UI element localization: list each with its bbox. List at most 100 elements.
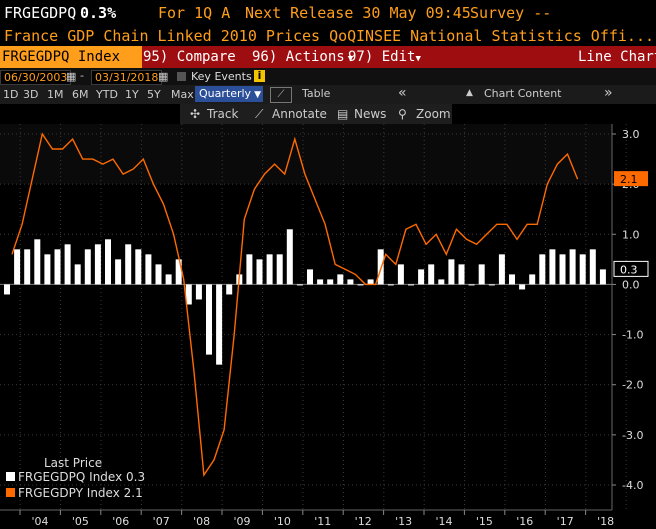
y-tick-label: -1.0 (622, 329, 643, 342)
legend-swatch (6, 472, 15, 481)
bar (448, 259, 455, 285)
range-button[interactable]: 1D (3, 88, 19, 101)
range-button[interactable]: 6M (72, 88, 89, 101)
view-label[interactable]: Line Chart (578, 49, 656, 65)
chevron-down-icon: ▼ (347, 54, 354, 64)
zoom-icon: ⚲ (398, 107, 407, 121)
bar (125, 244, 132, 285)
bar (246, 254, 253, 285)
key-events-label: Key Events (191, 70, 252, 83)
last-value: 0.3% (80, 4, 117, 22)
bar (74, 264, 81, 285)
bar (115, 259, 122, 285)
x-tick-label: '04 (31, 515, 48, 528)
key-events-checkbox[interactable] (177, 72, 186, 81)
actions-button[interactable]: 96) Actions ▼ (252, 46, 353, 68)
bar (195, 284, 202, 300)
bar (266, 254, 273, 285)
bar (94, 244, 101, 285)
y-tick-label: -4.0 (622, 479, 643, 492)
chevron-down-icon: ▼ (415, 54, 421, 64)
source: INSEE National Statistics Offi... (356, 27, 655, 45)
bar (84, 249, 91, 285)
actions-label: 96) Actions (252, 49, 345, 65)
bar (165, 274, 172, 285)
x-tick-label: '06 (112, 515, 129, 528)
last-line-label: 2.1 (620, 173, 638, 186)
bar (408, 284, 414, 286)
bar (529, 274, 536, 285)
bar (296, 284, 303, 286)
last-bar-label: 0.3 (620, 263, 638, 276)
compare-button[interactable]: 95) Compare (143, 49, 236, 65)
description-row: France GDP Chain Linked 2010 Prices QoQ … (0, 26, 656, 46)
range-button[interactable]: 1Y (125, 88, 139, 101)
ticker: FRGEGDPQ (4, 4, 77, 22)
annotate-icon: ⟋ (255, 107, 264, 121)
start-date-field[interactable]: 06/30/2003 (0, 70, 72, 85)
table-button[interactable]: Table (302, 87, 331, 100)
bar (256, 259, 263, 285)
bar (317, 279, 324, 285)
bar (357, 284, 364, 286)
description: France GDP Chain Linked 2010 Prices QoQ (4, 27, 357, 45)
bar (307, 269, 313, 285)
annotate-button[interactable]: Annotate (272, 107, 327, 121)
info-icon[interactable]: i (254, 70, 265, 82)
legend-label: FRGEGDPQ Index 0.3 (18, 470, 146, 484)
function-toolbar: FRGEGDPQ Index 95) Compare 96) Actions ▼ … (0, 46, 656, 68)
bar (276, 254, 283, 285)
x-axis-band (0, 510, 656, 529)
survey: Survey -- (470, 4, 552, 22)
end-date-field[interactable]: 03/31/2018 (91, 70, 163, 85)
bar (327, 279, 334, 285)
bar (599, 269, 606, 285)
frequency-dropdown[interactable]: Quarterly ▼ (195, 86, 263, 102)
bar (579, 254, 586, 285)
zoom-button[interactable]: Zoom (416, 107, 451, 121)
collapse-left-icon[interactable]: « (398, 85, 407, 101)
range-button[interactable]: 5Y (147, 88, 161, 101)
bar (347, 279, 354, 285)
security-field[interactable]: FRGEGDPQ Index (0, 46, 142, 68)
y-tick-label: 1.0 (622, 228, 640, 241)
collapse-right-icon[interactable]: » (604, 85, 613, 101)
x-tick-label: '17 (557, 515, 574, 528)
range-button[interactable]: 3D (23, 88, 39, 101)
bar (458, 264, 465, 285)
edit-button[interactable]: 97) Edit▼ (348, 46, 421, 68)
track-button[interactable]: Track (207, 107, 239, 121)
chart-content-button[interactable]: Chart Content (484, 87, 562, 100)
header-row: FRGEGDPQ 0.3% For 1Q A Next Release 30 M… (0, 0, 656, 26)
calendar-icon[interactable]: ▦ (158, 70, 169, 83)
x-tick-label: '11 (314, 515, 331, 528)
range-button[interactable]: 1M (47, 88, 64, 101)
plot-band (0, 124, 612, 185)
range-button[interactable]: YTD (96, 88, 118, 101)
bar (589, 249, 596, 285)
x-tick-label: '08 (193, 515, 210, 528)
bar (64, 244, 71, 285)
news-button[interactable]: News (354, 107, 387, 121)
calendar-icon[interactable]: ▦ (66, 70, 77, 83)
bar (397, 264, 404, 285)
legend-title: Last Price (44, 456, 103, 470)
y-tick-label: -3.0 (622, 429, 643, 442)
x-tick-label: '16 (516, 515, 533, 528)
bar (468, 284, 475, 286)
range-row: 1D 3D 1M 6M YTD 1Y 5Y Max Quarterly ▼ ⟋ T… (0, 85, 656, 104)
bar (559, 254, 566, 285)
period: For 1Q A (158, 4, 231, 22)
range-button[interactable]: Max (171, 88, 194, 101)
x-tick-label: '12 (355, 515, 372, 528)
line-chart-icon[interactable]: ⟋ (270, 87, 292, 103)
bar (54, 249, 61, 285)
bar (206, 284, 212, 355)
bar (14, 249, 21, 285)
bar (509, 274, 515, 285)
chart-area[interactable]: 3.02.01.00.0-1.0-2.0-3.0-4.02.10.3'04'05… (0, 124, 656, 529)
bar (519, 284, 526, 290)
y-tick-label: 3.0 (622, 128, 640, 141)
edit-label: 97) Edit (348, 49, 416, 65)
tools-row: ✣ Track ⟋ Annotate ▤ News ⚲ Zoom (0, 104, 656, 124)
